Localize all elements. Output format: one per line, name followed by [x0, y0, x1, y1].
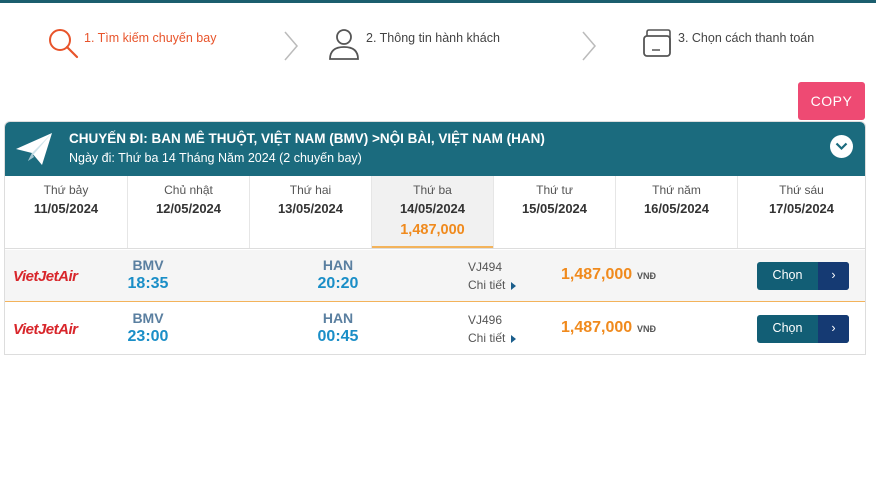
departure-time: 23:00 [127, 328, 169, 345]
step-label: 3. Chọn cách thanh toán [678, 31, 815, 45]
divider [127, 176, 128, 248]
origin-code: BMV [132, 310, 164, 326]
caret-right-icon [511, 335, 517, 343]
copy-button[interactable]: COPY [798, 82, 865, 120]
chevron-right-icon: › [818, 315, 849, 343]
card-icon [643, 29, 671, 57]
day-date: 13/05/2024 [277, 201, 344, 216]
details-link[interactable]: Chi tiết [468, 278, 517, 292]
day-price: 1,487,000 [400, 222, 465, 238]
flight-row: VietJetAir BMV 23:00 HAN 00:45 VJ496 Chi… [5, 303, 865, 354]
trip-date: Ngày đi: Thứ ba 14 Tháng Năm 2024 (2 chu… [69, 151, 362, 165]
origin-code: BMV [132, 257, 164, 273]
paper-plane-icon [16, 133, 52, 165]
day-name: Thứ ba [413, 183, 452, 197]
trip-header: CHUYẾN ĐI: BAN MÊ THUỘT, VIỆT NAM (BMV) … [5, 122, 865, 176]
collapse-toggle[interactable] [830, 135, 853, 158]
flight-row: VietJetAir BMV 18:35 HAN 20:20 VJ494 Chi… [5, 250, 865, 302]
day-name: Thứ hai [289, 183, 332, 197]
step-label: 2. Thông tin hành khách [366, 31, 500, 45]
choose-button[interactable]: Chọn › [757, 262, 849, 290]
step-passenger-info[interactable]: 2. Thông tin hành khách [326, 20, 500, 60]
details-label: Chi tiết [468, 331, 506, 345]
flight-price: 1,487,000 [561, 266, 633, 283]
choose-button[interactable]: Chọn › [757, 315, 849, 343]
divider [493, 176, 494, 248]
day-name: Thứ tư [536, 183, 573, 197]
day-tab[interactable]: Thứ hai 13/05/2024 [250, 176, 371, 248]
day-tab[interactable]: Chủ nhật 12/05/2024 [128, 176, 249, 248]
airline-logo: VietJetAir [13, 268, 78, 285]
chevron-right-icon [284, 31, 298, 61]
step-payment[interactable]: 3. Chọn cách thanh toán [638, 20, 814, 60]
currency: VNĐ [637, 271, 657, 281]
step-search[interactable]: 1. Tìm kiếm chuyến bay [44, 20, 216, 60]
chevron-right-icon [582, 31, 596, 61]
day-date: 12/05/2024 [155, 201, 222, 216]
day-tab[interactable]: Thứ sáu 17/05/2024 [738, 176, 865, 248]
details-link[interactable]: Chi tiết [468, 331, 517, 345]
divider [249, 176, 250, 248]
departure-time: 18:35 [127, 275, 169, 292]
booking-steps: 1. Tìm kiếm chuyến bay 2. Thông tin hành… [0, 20, 876, 70]
top-accent-line [0, 0, 876, 3]
step-label: 1. Tìm kiếm chuyến bay [84, 31, 217, 45]
destination-code: HAN [322, 310, 354, 326]
arrival-time: 00:45 [317, 328, 359, 345]
flight-number: VJ494 [468, 260, 503, 274]
day-date: 11/05/2024 [33, 201, 99, 216]
details-label: Chi tiết [468, 278, 506, 292]
day-date: 16/05/2024 [643, 201, 710, 216]
flight-number: VJ496 [468, 313, 503, 327]
destination-code: HAN [322, 257, 354, 273]
day-name: Thứ năm [652, 183, 701, 197]
day-tab[interactable]: Thứ năm 16/05/2024 [616, 176, 737, 248]
day-date: 17/05/2024 [768, 201, 835, 216]
choose-label: Chọn [772, 268, 803, 282]
trip-route: CHUYẾN ĐI: BAN MÊ THUỘT, VIỆT NAM (BMV) … [69, 131, 545, 146]
date-selector: Thứ bảy 11/05/2024 Chủ nhật 12/05/2024 T… [5, 176, 865, 249]
airline-logo: VietJetAir [13, 321, 78, 338]
user-icon [329, 29, 359, 60]
caret-right-icon [511, 282, 517, 290]
day-name: Thứ sáu [779, 183, 824, 197]
day-date: 14/05/2024 [399, 201, 466, 216]
day-tab[interactable]: Thứ bảy 11/05/2024 [5, 176, 127, 248]
choose-label: Chọn [772, 321, 803, 335]
chevron-right-icon: › [818, 262, 849, 290]
day-tab[interactable]: Thứ tư 15/05/2024 [494, 176, 615, 248]
flight-price: 1,487,000 [561, 319, 633, 336]
divider [371, 176, 372, 248]
divider [737, 176, 738, 248]
day-name: Chủ nhật [164, 183, 213, 197]
flight-panel: CHUYẾN ĐI: BAN MÊ THUỘT, VIỆT NAM (BMV) … [4, 121, 866, 355]
divider [615, 176, 616, 248]
day-name: Thứ bảy [43, 183, 89, 197]
day-date: 15/05/2024 [521, 201, 588, 216]
search-icon [49, 29, 79, 59]
chevron-down-icon [835, 142, 848, 151]
day-tab-selected[interactable]: Thứ ba 14/05/2024 1,487,000 [372, 176, 493, 248]
currency: VNĐ [637, 324, 657, 334]
arrival-time: 20:20 [317, 275, 359, 292]
